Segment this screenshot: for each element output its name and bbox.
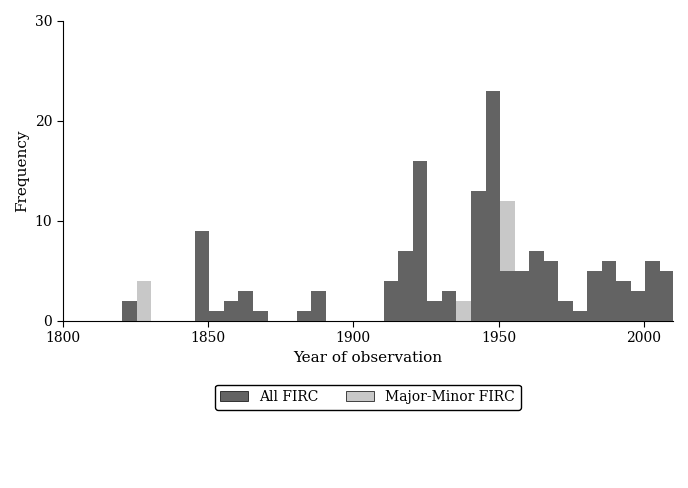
Bar (500, 201, 515, 321)
Bar (209, 311, 224, 321)
Bar (558, 301, 572, 321)
Bar (616, 281, 631, 321)
Bar (297, 311, 311, 321)
Bar (239, 291, 253, 321)
Bar (631, 291, 645, 321)
Legend: All FIRC, Major-Minor FIRC: All FIRC, Major-Minor FIRC (215, 385, 521, 410)
Bar (500, 271, 515, 321)
Bar (427, 311, 442, 321)
Bar (486, 91, 500, 321)
Bar (456, 301, 471, 321)
Bar (122, 301, 137, 321)
Bar (195, 251, 209, 321)
Bar (224, 301, 239, 321)
Bar (602, 291, 616, 321)
Bar (413, 231, 427, 321)
Bar (297, 311, 311, 321)
Bar (137, 281, 151, 321)
Bar (572, 311, 588, 321)
Bar (239, 311, 253, 321)
Bar (311, 291, 325, 321)
Bar (645, 261, 660, 321)
Bar (122, 301, 137, 321)
Y-axis label: Frequency: Frequency (15, 129, 29, 212)
Bar (195, 231, 209, 321)
Bar (253, 311, 268, 321)
Bar (631, 291, 645, 321)
Bar (311, 311, 325, 321)
Bar (572, 311, 588, 321)
Bar (471, 191, 486, 321)
Bar (588, 271, 602, 321)
Bar (645, 271, 660, 321)
Bar (427, 301, 442, 321)
Bar (398, 251, 413, 321)
Bar (602, 261, 616, 321)
Bar (588, 301, 602, 321)
Bar (384, 281, 398, 321)
Bar (544, 281, 558, 321)
Bar (224, 311, 239, 321)
Bar (398, 251, 413, 321)
Bar (529, 271, 544, 321)
Bar (471, 201, 486, 321)
Bar (616, 291, 631, 321)
Bar (442, 291, 456, 321)
Bar (442, 301, 456, 321)
Bar (413, 161, 427, 321)
Bar (660, 271, 674, 321)
X-axis label: Year of observation: Year of observation (293, 351, 442, 365)
Bar (209, 311, 224, 321)
Bar (486, 141, 500, 321)
Bar (660, 291, 674, 321)
Bar (384, 291, 398, 321)
Bar (515, 291, 529, 321)
Bar (529, 251, 544, 321)
Bar (558, 301, 572, 321)
Bar (544, 261, 558, 321)
Bar (253, 311, 268, 321)
Bar (515, 271, 529, 321)
